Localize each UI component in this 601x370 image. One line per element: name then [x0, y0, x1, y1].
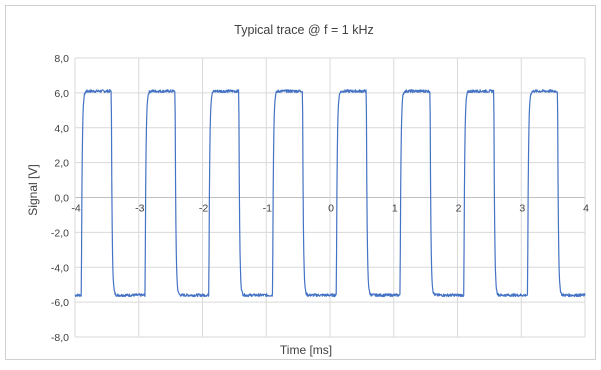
- y-tick-label: 2,0: [54, 158, 69, 170]
- chart-title: Typical trace @ f = 1 kHz: [234, 23, 373, 37]
- y-tick-label: 0,0: [54, 193, 69, 205]
- y-tick-label: -4,0: [51, 262, 69, 274]
- x-tick-label: -2: [199, 203, 208, 215]
- y-tick-labels: -8,0 -6,0 -4,0 -2,0 0,0 2,0 4,0 6,0 8,0: [51, 53, 69, 344]
- x-tick-label: -4: [71, 203, 80, 215]
- x-tick-label: 0: [328, 203, 334, 215]
- x-tick-label: -1: [263, 203, 272, 215]
- y-tick-label: -8,0: [51, 332, 69, 344]
- y-tick-label: 4,0: [54, 123, 69, 135]
- y-axis-title: Signal [V]: [26, 164, 40, 215]
- x-axis-title: Time [ms]: [280, 343, 332, 357]
- y-tick-label: 8,0: [54, 53, 69, 65]
- y-tick-label: -6,0: [51, 297, 69, 309]
- x-tick-label: 3: [519, 203, 525, 215]
- x-tick-label: -3: [135, 203, 144, 215]
- y-tick-label: 6,0: [54, 88, 69, 100]
- chart-frame: [6, 6, 596, 360]
- y-tick-label: -2,0: [51, 227, 69, 239]
- x-tick-label: 4: [583, 203, 589, 215]
- x-tick-label: 2: [456, 203, 462, 215]
- x-tick-label: 1: [392, 203, 398, 215]
